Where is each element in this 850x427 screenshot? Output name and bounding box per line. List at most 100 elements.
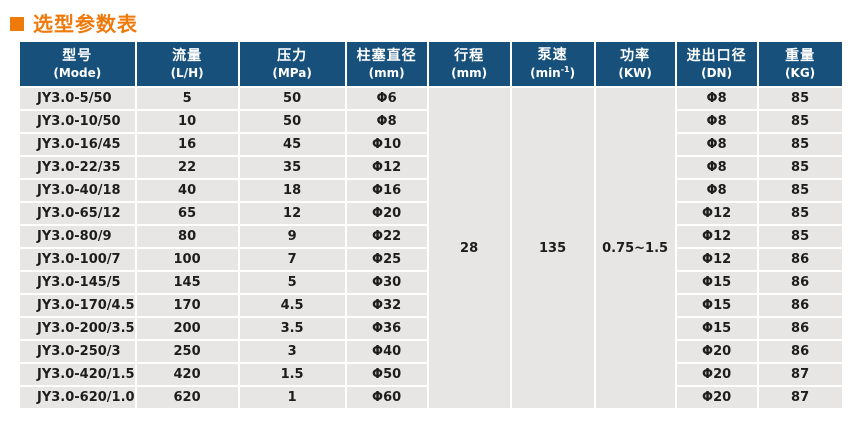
header-flow: 流量 (L/H) bbox=[136, 42, 238, 86]
cell-pump-speed-merged: 135 bbox=[511, 88, 594, 408]
header-weight-zh: 重量 bbox=[785, 47, 816, 64]
cell-plunger-diameter: Φ25 bbox=[346, 249, 427, 270]
cell-weight: 85 bbox=[758, 203, 842, 224]
cell-model: JY3.0-170/4.5 bbox=[20, 295, 135, 316]
cell-inlet-outlet-dn: Φ12 bbox=[676, 203, 757, 224]
cell-inlet-outlet-dn: Φ20 bbox=[676, 341, 757, 362]
table-row: JY3.0-620/1.0 620 1 Φ60 Φ20 87 bbox=[20, 387, 842, 408]
table-row: JY3.0-170/4.5 170 4.5 Φ32 Φ15 86 bbox=[20, 295, 842, 316]
cell-pressure: 4.5 bbox=[239, 295, 345, 316]
cell-pressure: 35 bbox=[239, 157, 345, 178]
cell-pressure: 18 bbox=[239, 180, 345, 201]
header-power-en: (KW) bbox=[618, 65, 652, 80]
cell-model: JY3.0-80/9 bbox=[20, 226, 135, 247]
cell-pressure: 5 bbox=[239, 272, 345, 293]
cell-model: JY3.0-16/45 bbox=[20, 134, 135, 155]
cell-plunger-diameter: Φ12 bbox=[346, 157, 427, 178]
header-pressure: 压力 (MPa) bbox=[239, 42, 345, 86]
table-row: JY3.0-250/3 250 3 Φ40 Φ20 86 bbox=[20, 341, 842, 362]
cell-plunger-diameter: Φ40 bbox=[346, 341, 427, 362]
orange-square-bullet-icon bbox=[10, 17, 24, 31]
header-inlet-outlet: 进出口径 (DN) bbox=[676, 42, 757, 86]
header-weight-en: (KG) bbox=[785, 65, 816, 80]
cell-plunger-diameter: Φ6 bbox=[346, 88, 427, 109]
table-row: JY3.0-65/12 65 12 Φ20 Φ12 85 bbox=[20, 203, 842, 224]
header-flow-en: (L/H) bbox=[170, 65, 204, 80]
cell-inlet-outlet-dn: Φ8 bbox=[676, 180, 757, 201]
cell-inlet-outlet-dn: Φ20 bbox=[676, 364, 757, 385]
cell-plunger-diameter: Φ20 bbox=[346, 203, 427, 224]
cell-pressure: 1 bbox=[239, 387, 345, 408]
header-plunger-diameter-zh: 柱塞直径 bbox=[356, 47, 417, 64]
header-weight: 重量 (KG) bbox=[758, 42, 842, 86]
cell-flow: 100 bbox=[136, 249, 238, 270]
header-stroke-zh: 行程 bbox=[454, 47, 485, 64]
cell-inlet-outlet-dn: Φ12 bbox=[676, 226, 757, 247]
cell-weight: 86 bbox=[758, 341, 842, 362]
cell-power-merged: 0.75~1.5 bbox=[595, 88, 675, 408]
header-pump-speed: 泵速 (min-1) bbox=[511, 42, 594, 86]
cell-model: JY3.0-200/3.5 bbox=[20, 318, 135, 339]
cell-weight: 87 bbox=[758, 364, 842, 385]
cell-flow: 250 bbox=[136, 341, 238, 362]
cell-flow: 16 bbox=[136, 134, 238, 155]
table-row: JY3.0-80/9 80 9 Φ22 Φ12 85 bbox=[20, 226, 842, 247]
cell-model: JY3.0-40/18 bbox=[20, 180, 135, 201]
cell-plunger-diameter: Φ16 bbox=[346, 180, 427, 201]
cell-plunger-diameter: Φ22 bbox=[346, 226, 427, 247]
cell-pressure: 3.5 bbox=[239, 318, 345, 339]
header-model: 型号 (Mode) bbox=[20, 42, 135, 86]
cell-flow: 40 bbox=[136, 180, 238, 201]
cell-weight: 86 bbox=[758, 318, 842, 339]
cell-plunger-diameter: Φ8 bbox=[346, 111, 427, 132]
table-row: JY3.0-145/5 145 5 Φ30 Φ15 86 bbox=[20, 272, 842, 293]
header-inlet-outlet-en: (DN) bbox=[701, 65, 733, 80]
cell-flow: 80 bbox=[136, 226, 238, 247]
cell-weight: 85 bbox=[758, 134, 842, 155]
table-row: JY3.0-22/35 22 35 Φ12 Φ8 85 bbox=[20, 157, 842, 178]
cell-pressure: 1.5 bbox=[239, 364, 345, 385]
table-row: JY3.0-200/3.5 200 3.5 Φ36 Φ15 86 bbox=[20, 318, 842, 339]
spec-table: 型号 (Mode) 流量 (L/H) 压力 (MPa) 柱塞直径 (mm) 行程 bbox=[18, 40, 844, 410]
cell-model: JY3.0-10/50 bbox=[20, 111, 135, 132]
cell-weight: 87 bbox=[758, 387, 842, 408]
table-row: JY3.0-100/7 100 7 Φ25 Φ12 86 bbox=[20, 249, 842, 270]
cell-weight: 86 bbox=[758, 272, 842, 293]
cell-pressure: 12 bbox=[239, 203, 345, 224]
header-pressure-en: (MPa) bbox=[272, 65, 312, 80]
cell-model: JY3.0-250/3 bbox=[20, 341, 135, 362]
header-flow-zh: 流量 bbox=[172, 47, 203, 64]
cell-plunger-diameter: Φ30 bbox=[346, 272, 427, 293]
cell-inlet-outlet-dn: Φ12 bbox=[676, 249, 757, 270]
header-power: 功率 (KW) bbox=[595, 42, 675, 86]
cell-weight: 85 bbox=[758, 180, 842, 201]
cell-weight: 85 bbox=[758, 111, 842, 132]
cell-flow: 145 bbox=[136, 272, 238, 293]
table-row: JY3.0-420/1.5 420 1.5 Φ50 Φ20 87 bbox=[20, 364, 842, 385]
cell-weight: 85 bbox=[758, 226, 842, 247]
cell-model: JY3.0-620/1.0 bbox=[20, 387, 135, 408]
cell-flow: 620 bbox=[136, 387, 238, 408]
table-row: JY3.0-16/45 16 45 Φ10 Φ8 85 bbox=[20, 134, 842, 155]
table-row: JY3.0-10/50 10 50 Φ8 Φ8 85 bbox=[20, 111, 842, 132]
cell-plunger-diameter: Φ10 bbox=[346, 134, 427, 155]
cell-inlet-outlet-dn: Φ20 bbox=[676, 387, 757, 408]
table-row: JY3.0-40/18 40 18 Φ16 Φ8 85 bbox=[20, 180, 842, 201]
header-model-en: (Mode) bbox=[53, 65, 102, 80]
cell-plunger-diameter: Φ60 bbox=[346, 387, 427, 408]
header-pressure-zh: 压力 bbox=[277, 47, 308, 64]
cell-pressure: 45 bbox=[239, 134, 345, 155]
cell-inlet-outlet-dn: Φ15 bbox=[676, 318, 757, 339]
cell-pressure: 3 bbox=[239, 341, 345, 362]
cell-inlet-outlet-dn: Φ8 bbox=[676, 134, 757, 155]
header-power-zh: 功率 bbox=[620, 47, 651, 64]
page-title: 选型参数表 bbox=[33, 12, 138, 36]
cell-weight: 85 bbox=[758, 157, 842, 178]
cell-inlet-outlet-dn: Φ8 bbox=[676, 157, 757, 178]
table-row: JY3.0-5/50 5 50 Φ6 28 135 0.75~1.5 Φ8 85 bbox=[20, 88, 842, 408]
cell-flow: 65 bbox=[136, 203, 238, 224]
cell-model: JY3.0-420/1.5 bbox=[20, 364, 135, 385]
cell-model: JY3.0-145/5 bbox=[20, 272, 135, 293]
header-stroke: 行程 (mm) bbox=[428, 42, 510, 86]
